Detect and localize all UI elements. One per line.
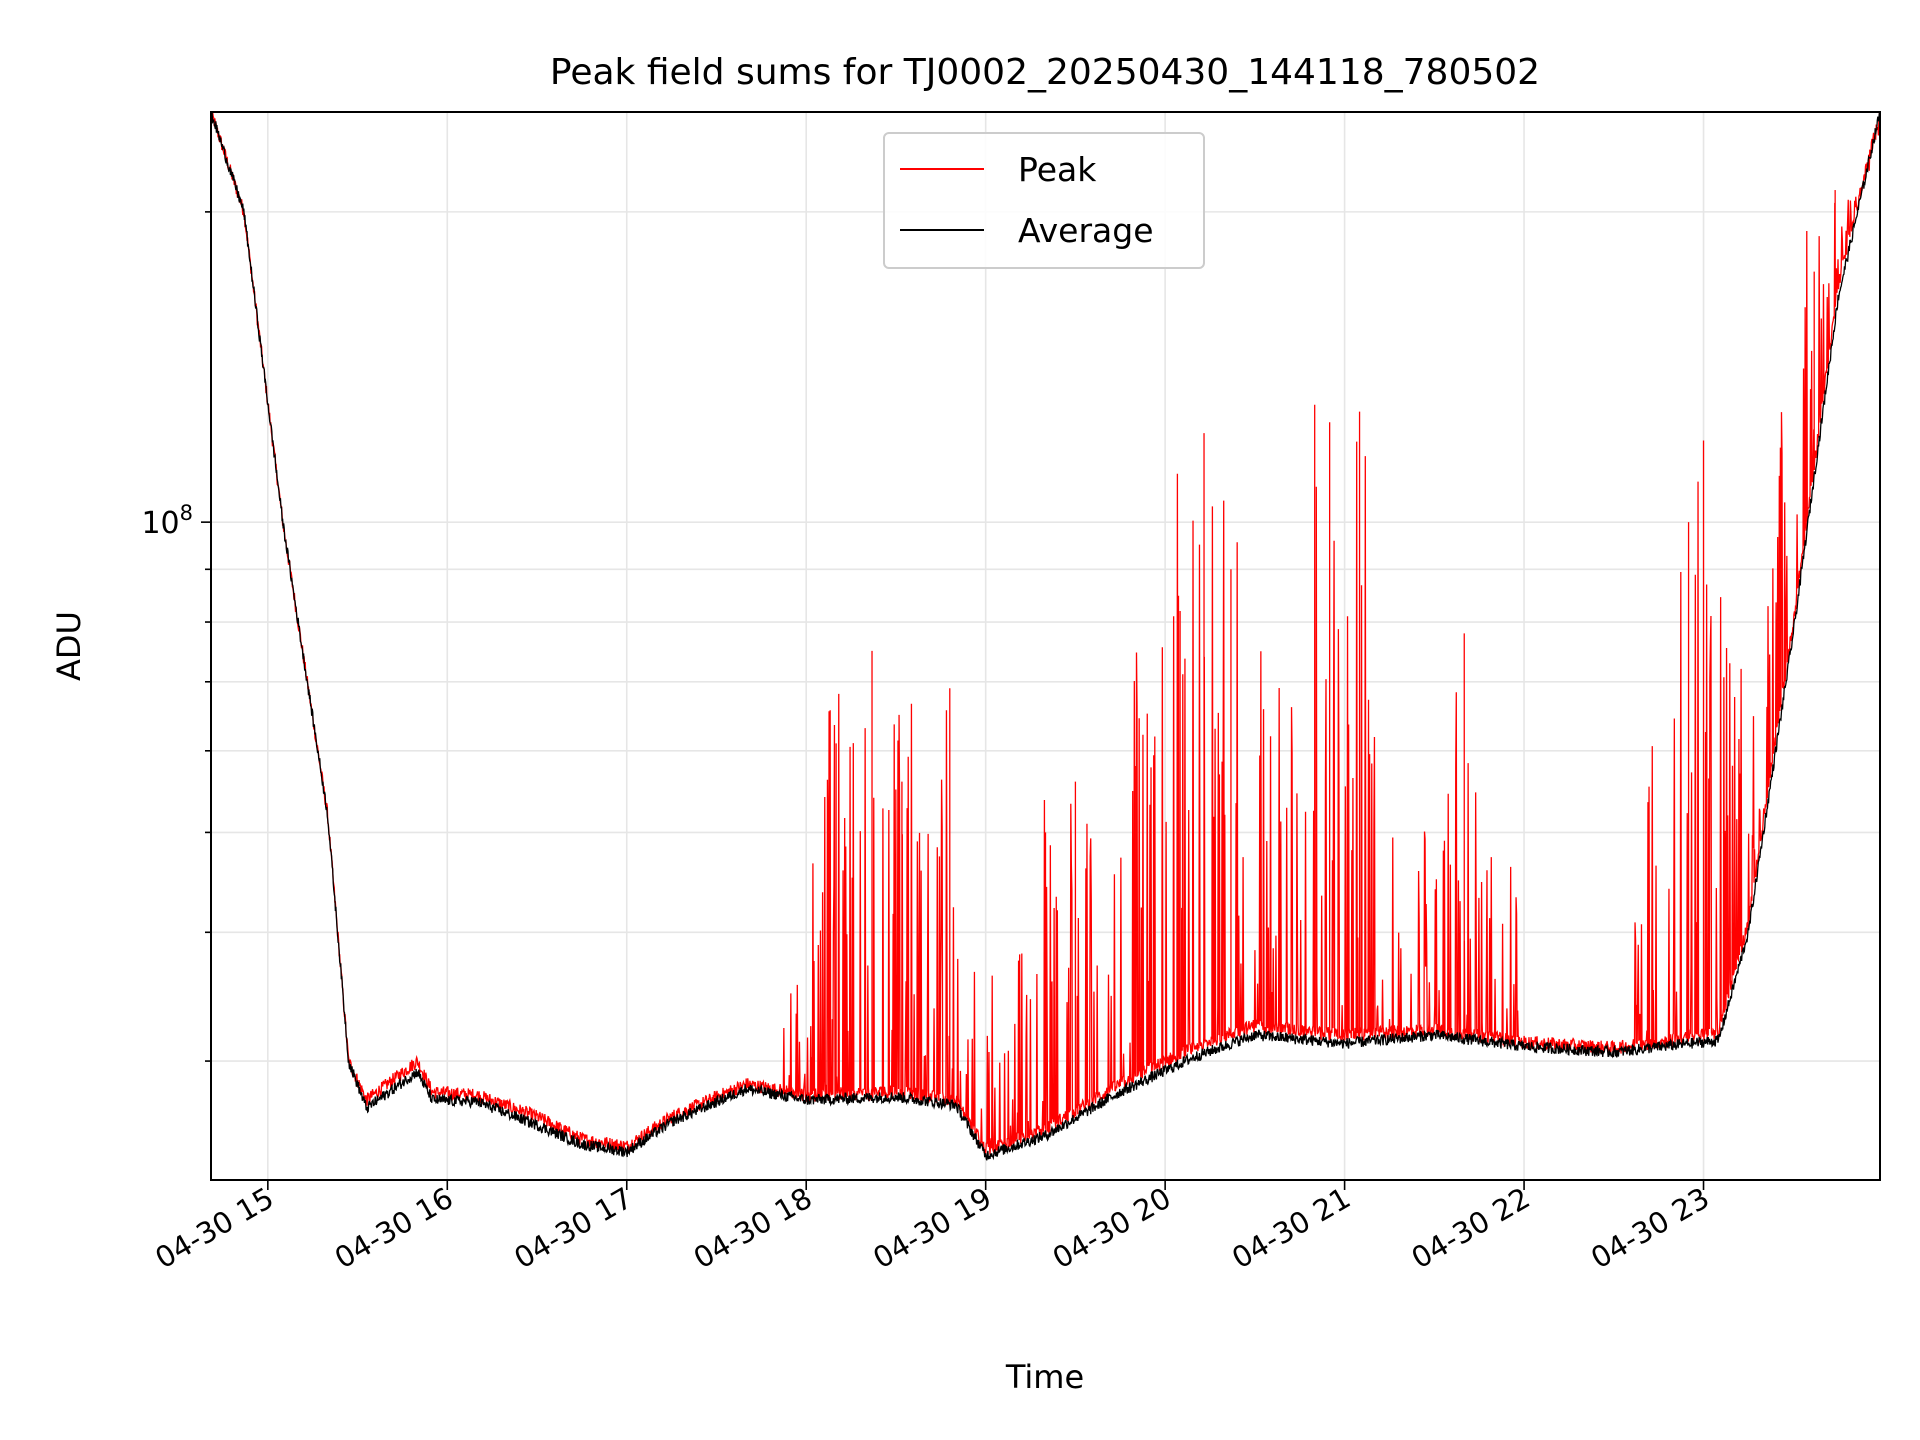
legend: Peak Average (883, 132, 1205, 269)
legend-peak-label: Peak (1018, 150, 1097, 189)
series-average-line (210, 111, 1881, 1161)
plot-frame (210, 111, 1881, 1181)
legend-average-label: Average (1018, 211, 1154, 250)
x-axis-label: Time (1005, 1358, 1084, 1396)
chart-title: Peak field sums for TJ0002_20250430_1441… (550, 52, 1540, 93)
plot-area (210, 111, 1881, 1161)
legend-box (883, 132, 1205, 269)
y-axis-label: ADU (50, 611, 88, 681)
